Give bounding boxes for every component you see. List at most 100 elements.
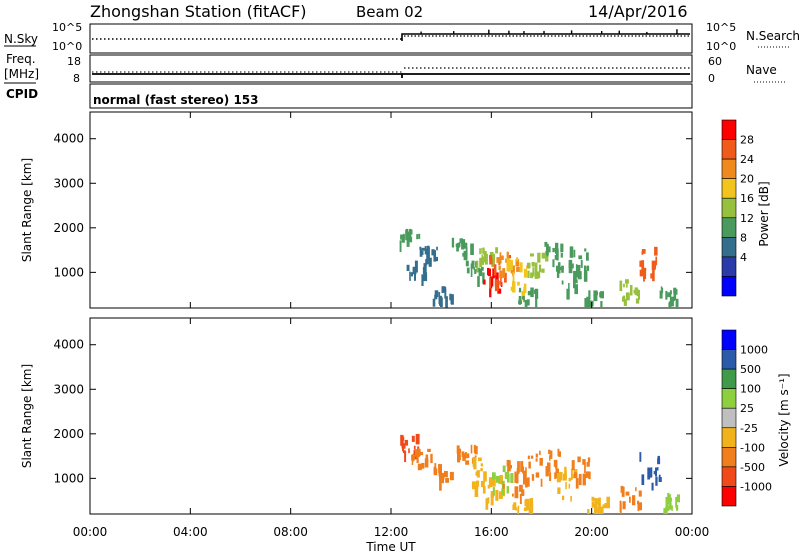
data-patch-cell xyxy=(432,298,436,307)
data-patch-cell xyxy=(658,474,661,480)
data-patch-cell xyxy=(402,436,405,442)
data-patch-cell xyxy=(530,272,533,279)
data-patch-cell xyxy=(434,290,439,298)
data-patch-cell xyxy=(575,477,579,489)
data-patch-cell xyxy=(632,495,636,506)
data-patch-cell xyxy=(637,500,640,505)
y-tick-label: 2000 xyxy=(53,427,84,441)
data-patch-cell xyxy=(441,472,444,484)
data-patch-cell xyxy=(586,462,590,467)
data-patch-cell xyxy=(492,268,495,279)
data-patch-cell xyxy=(439,478,442,491)
power-colorbar-cell xyxy=(721,178,737,199)
data-patch-cell xyxy=(638,502,642,511)
data-patch-cell xyxy=(417,463,422,471)
data-patch-cell xyxy=(461,451,465,457)
data-patch-cell xyxy=(593,503,598,514)
data-patch-cell xyxy=(514,471,517,483)
data-patch-cell xyxy=(525,478,528,488)
data-patch-cell xyxy=(580,260,583,268)
data-patch-cell xyxy=(676,494,680,503)
data-patch-cell xyxy=(538,264,542,272)
data-patch-cell xyxy=(511,265,515,274)
data-patch-cell xyxy=(577,271,582,280)
velocity-colorbar-cell xyxy=(721,427,737,448)
data-patch-cell xyxy=(526,299,530,306)
data-patch-cell xyxy=(515,507,517,511)
data-patch-cell xyxy=(535,453,538,458)
data-patch-cell xyxy=(630,285,633,296)
data-patch-cell xyxy=(570,496,572,502)
data-patch-cell xyxy=(622,295,626,302)
data-patch-cell xyxy=(492,487,495,491)
data-patch-cell xyxy=(412,453,414,462)
data-patch-cell xyxy=(537,252,541,263)
data-patch-cell xyxy=(555,242,559,254)
power-colorbar-cell xyxy=(721,237,737,258)
data-patch-cell xyxy=(578,473,582,486)
data-patch-cell xyxy=(442,286,447,292)
power-colorbar-cell xyxy=(721,197,737,219)
data-patch-cell xyxy=(406,238,410,247)
data-patch-cell xyxy=(482,247,485,255)
data-patch-cell xyxy=(541,252,546,259)
data-patch-cell xyxy=(444,471,448,478)
data-patch-cell xyxy=(408,448,410,454)
data-patch-cell xyxy=(507,469,510,478)
data-patch-cell xyxy=(482,256,484,261)
data-patch-cell xyxy=(564,470,567,474)
data-patch-cell xyxy=(474,445,478,455)
data-patch-cell xyxy=(433,250,436,262)
cpid-text: normal (fast stereo) 153 xyxy=(93,93,259,107)
data-patch-cell xyxy=(619,280,623,292)
data-patch-cell xyxy=(519,493,522,504)
data-patch-cell xyxy=(502,465,506,472)
data-patch-cell xyxy=(490,284,493,289)
data-patch-cell xyxy=(435,256,438,262)
data-patch-cell xyxy=(474,269,477,274)
data-patch-cell xyxy=(557,448,560,457)
data-patch-cell xyxy=(584,298,587,308)
data-patch-cell xyxy=(655,476,658,486)
data-patch-cell xyxy=(420,251,424,255)
data-patch-cell xyxy=(625,279,629,284)
data-patch-cell xyxy=(520,461,524,472)
data-patch-cell xyxy=(576,264,581,277)
data-patch-cell xyxy=(570,263,574,269)
data-patch-cell xyxy=(673,287,677,294)
data-patch-cell xyxy=(650,467,653,478)
data-patch-cell xyxy=(660,286,663,290)
data-patch-cell xyxy=(470,265,473,277)
data-patch-cell xyxy=(406,264,410,271)
data-patch-cell xyxy=(419,451,424,456)
data-patch-cell xyxy=(619,500,622,513)
data-patch-cell xyxy=(510,473,514,483)
cpid-panel-frame xyxy=(89,83,693,109)
velocity-colorbar-tick: 1000 xyxy=(740,344,768,357)
data-patch-cell xyxy=(414,260,418,273)
data-patch-cell xyxy=(531,262,535,267)
data-patch-cell xyxy=(571,460,575,471)
data-patch-cell xyxy=(438,464,440,473)
power-data-layer xyxy=(399,228,679,308)
data-patch-cell xyxy=(424,458,429,468)
data-patch-cell xyxy=(451,237,455,248)
data-patch-cell xyxy=(415,433,420,445)
velocity-colorbar-cell xyxy=(721,368,737,389)
data-patch-cell xyxy=(473,267,475,271)
data-patch-cell xyxy=(559,472,563,481)
data-patch-cell xyxy=(431,249,435,256)
data-patch-cell xyxy=(574,284,578,295)
data-patch-cell xyxy=(400,434,404,446)
data-patch-cell xyxy=(569,246,574,258)
data-patch-cell xyxy=(518,287,522,293)
data-patch-cell xyxy=(584,265,586,271)
data-patch-cell xyxy=(470,243,474,255)
data-patch-cell xyxy=(562,495,565,501)
data-patch-cell xyxy=(449,293,452,301)
data-patch-cell xyxy=(544,241,548,247)
data-patch-cell xyxy=(539,457,543,466)
data-patch-cell xyxy=(557,487,561,494)
data-patch-cell xyxy=(409,271,411,281)
power-colorbar-tick: 16 xyxy=(740,192,754,205)
